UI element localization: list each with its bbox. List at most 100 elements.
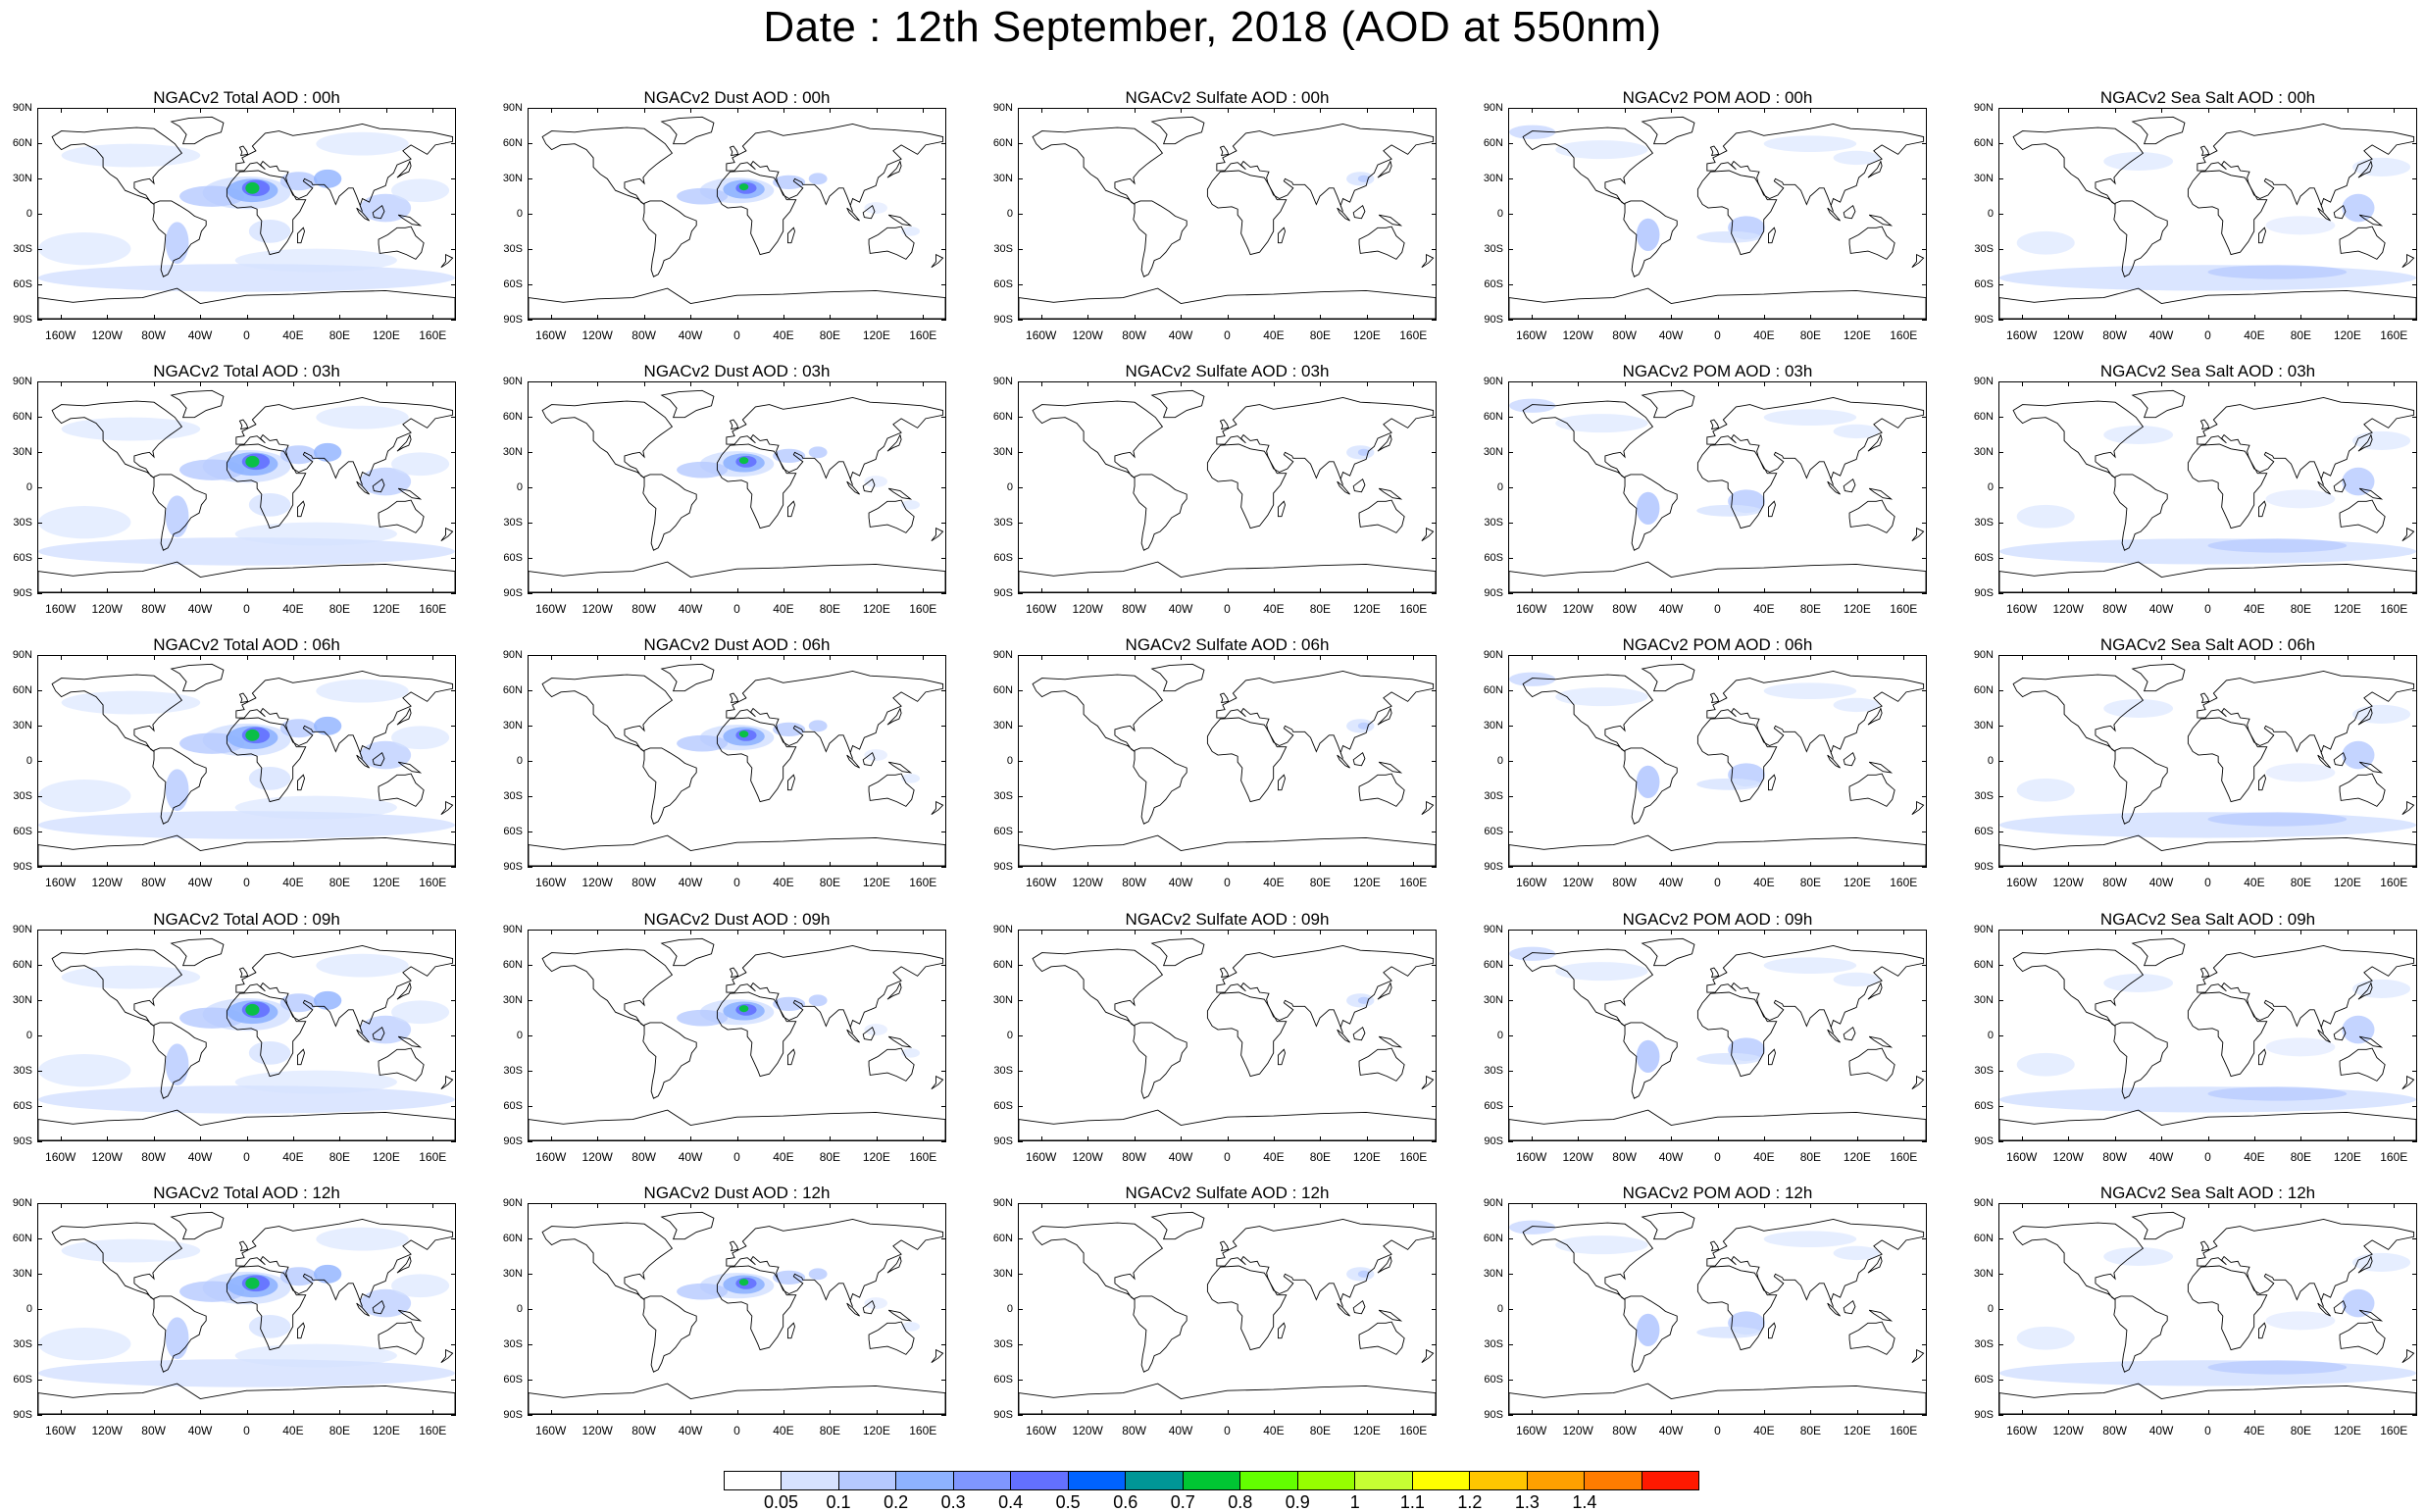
coastline — [1032, 126, 1164, 205]
lat-tick — [1432, 965, 1437, 966]
aod-patch — [38, 264, 455, 292]
lon-tick-label: 160W — [535, 328, 567, 342]
lon-tick — [432, 930, 434, 934]
lon-tick-label: 120E — [1352, 1424, 1381, 1437]
lon-tick-label: 120W — [1562, 602, 1593, 616]
lon-tick — [200, 1136, 202, 1141]
lon-tick — [1856, 1203, 1858, 1208]
lon-tick-label: 40E — [773, 1424, 794, 1437]
lat-tick-label: 90N — [502, 376, 523, 387]
lat-tick — [1432, 655, 1437, 656]
lon-tick — [643, 1410, 645, 1415]
lon-tick-label: 80E — [1309, 602, 1332, 616]
lon-tick-label: 120W — [1072, 1424, 1103, 1437]
lon-tick-label: 40W — [678, 1424, 703, 1437]
coastline — [1150, 389, 1205, 419]
lon-tick — [1624, 1136, 1626, 1141]
lon-tick — [736, 108, 738, 113]
coastline — [2113, 1295, 2168, 1373]
lon-tick — [1181, 108, 1183, 113]
lat-tick — [37, 558, 42, 559]
lat-tick-label: 30N — [1973, 446, 1994, 458]
lat-tick-label: 90S — [503, 314, 523, 326]
lon-tick-label: 40W — [187, 328, 213, 342]
lon-tick — [1531, 315, 1533, 320]
lon-tick-label: 120W — [581, 1424, 613, 1437]
aod-field — [38, 405, 455, 566]
lat-tick-label: 60N — [992, 959, 1013, 971]
lat-tick-label: 30S — [13, 790, 32, 802]
lon-tick-label: 80E — [328, 1150, 351, 1164]
lat-tick — [1922, 1000, 1927, 1001]
lat-tick — [1922, 1344, 1927, 1345]
lat-tick — [1508, 143, 1513, 144]
lon-tick — [2394, 655, 2396, 660]
lon-tick — [1578, 588, 1580, 593]
lat-tick — [1018, 143, 1023, 144]
coastline — [2339, 499, 2386, 533]
lon-tick — [1671, 1203, 1673, 1208]
lat-tick — [451, 523, 456, 524]
coastline — [396, 707, 412, 726]
lat-tick — [451, 1000, 456, 1001]
lon-tick-label: 80W — [2102, 876, 2127, 889]
lon-tick — [1856, 315, 1858, 320]
lat-tick — [37, 249, 42, 250]
lat-tick — [451, 249, 456, 250]
lat-tick-label: 30N — [12, 994, 32, 1006]
lat-tick — [1922, 867, 1927, 868]
coastline — [1216, 396, 1435, 485]
coastline — [887, 487, 913, 500]
coastline — [2258, 500, 2266, 518]
lat-tick — [1432, 1344, 1437, 1345]
lat-tick — [1922, 143, 1927, 144]
lat-tick — [1018, 1238, 1023, 1239]
coastline — [1868, 214, 1894, 227]
lon-tick — [736, 862, 738, 867]
lat-tick — [941, 1344, 946, 1345]
lon-tick — [1087, 655, 1089, 660]
lat-tick — [1998, 690, 2003, 691]
coastline — [235, 123, 454, 212]
aod-patch — [316, 953, 409, 978]
lat-tick-label: 90N — [992, 924, 1013, 935]
lon-tick — [2068, 862, 2070, 867]
lat-tick-label: 0 — [25, 1303, 32, 1315]
lat-tick — [2412, 761, 2417, 762]
lon-tick — [2300, 862, 2302, 867]
lat-tick-label: 90N — [1973, 102, 1994, 114]
lon-tick — [2161, 1410, 2163, 1415]
lat-tick-label: 30N — [12, 1268, 32, 1280]
lat-tick — [1508, 726, 1513, 727]
lat-tick — [2412, 1141, 2417, 1142]
lat-tick-label: 30N — [1973, 720, 1994, 731]
lat-tick — [1922, 1238, 1927, 1239]
aod-patch — [391, 1274, 450, 1298]
lon-tick — [876, 1410, 878, 1415]
lat-tick — [451, 1238, 456, 1239]
lon-tick-label: 160E — [1399, 1150, 1428, 1164]
lon-tick — [2161, 1203, 2163, 1208]
lon-tick-label: 80W — [141, 602, 166, 616]
lon-tick-label: 80E — [1799, 602, 1822, 616]
lon-tick — [690, 930, 692, 934]
lon-tick — [2114, 588, 2116, 593]
aod-patch — [316, 679, 409, 703]
coastline — [51, 126, 183, 205]
lon-tick-label: 160W — [535, 876, 567, 889]
lon-tick — [2207, 655, 2209, 660]
lat-tick-label: 30S — [13, 517, 32, 529]
panel-title: NGACv2 Dust AOD : 12h — [643, 1184, 831, 1202]
lon-tick-label: 160W — [1026, 1424, 1057, 1437]
lat-tick — [528, 1415, 532, 1416]
lon-tick — [339, 1203, 341, 1208]
lon-tick — [597, 930, 599, 934]
lon-tick — [246, 1203, 248, 1208]
coastline — [1911, 1075, 1925, 1090]
lat-tick-label: 30N — [992, 1268, 1013, 1280]
lat-tick-label: 30S — [13, 1338, 32, 1350]
lon-tick-label: 40W — [1168, 1424, 1193, 1437]
coastline — [2258, 227, 2266, 244]
lon-tick-label: 120E — [372, 1424, 400, 1437]
lon-tick — [1366, 1203, 1368, 1208]
